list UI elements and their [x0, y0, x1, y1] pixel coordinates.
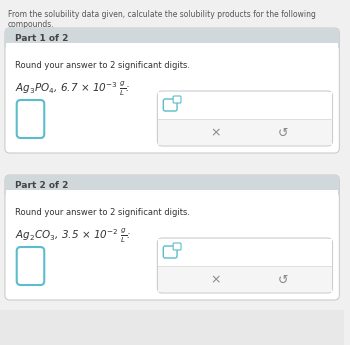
Text: From the solubility data given, calculate the solubility products for the follow: From the solubility data given, calculat…	[8, 10, 316, 29]
Text: ↺: ↺	[278, 274, 289, 286]
FancyBboxPatch shape	[5, 28, 339, 50]
FancyBboxPatch shape	[159, 239, 331, 267]
FancyBboxPatch shape	[159, 92, 331, 120]
Text: Part 2 of 2: Part 2 of 2	[15, 180, 68, 189]
Text: ×: ×	[210, 274, 220, 286]
FancyBboxPatch shape	[17, 247, 44, 285]
Text: Ag$_3$PO$_4$, 6.7 × 10$^{-3}$ $\frac{g}{L}$:: Ag$_3$PO$_4$, 6.7 × 10$^{-3}$ $\frac{g}{…	[15, 80, 130, 98]
Text: Part 1 of 2: Part 1 of 2	[15, 33, 68, 42]
FancyBboxPatch shape	[173, 96, 181, 103]
FancyBboxPatch shape	[6, 29, 338, 49]
FancyBboxPatch shape	[163, 99, 177, 111]
FancyBboxPatch shape	[5, 28, 339, 153]
FancyBboxPatch shape	[6, 176, 338, 196]
FancyBboxPatch shape	[17, 100, 44, 138]
Text: Round your answer to 2 significant digits.: Round your answer to 2 significant digit…	[15, 61, 190, 70]
FancyBboxPatch shape	[159, 267, 331, 292]
FancyBboxPatch shape	[163, 246, 177, 258]
FancyBboxPatch shape	[158, 238, 332, 293]
FancyBboxPatch shape	[5, 175, 339, 197]
FancyBboxPatch shape	[158, 91, 332, 146]
Text: ↺: ↺	[278, 127, 289, 139]
FancyBboxPatch shape	[159, 120, 331, 145]
FancyBboxPatch shape	[6, 190, 338, 198]
Text: Ag$_2$CO$_3$, 3.5 × 10$^{-2}$ $\frac{g}{L}$:: Ag$_2$CO$_3$, 3.5 × 10$^{-2}$ $\frac{g}{…	[15, 227, 131, 245]
Text: Round your answer to 2 significant digits.: Round your answer to 2 significant digit…	[15, 208, 190, 217]
FancyBboxPatch shape	[0, 310, 344, 345]
FancyBboxPatch shape	[6, 43, 338, 51]
FancyBboxPatch shape	[5, 175, 339, 300]
FancyBboxPatch shape	[173, 243, 181, 250]
Text: ×: ×	[210, 127, 220, 139]
